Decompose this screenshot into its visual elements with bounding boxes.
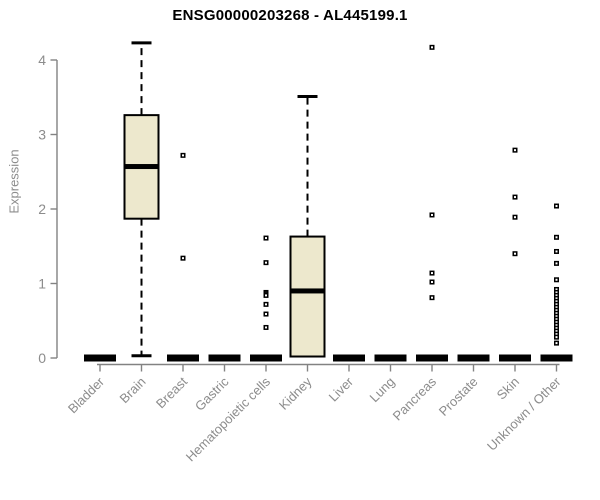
outlier-point-center-unknown-other — [555, 236, 558, 239]
outlier-point-center-pancreas — [431, 213, 433, 216]
outlier-point-center-hematopoietic-cells — [265, 303, 267, 306]
outlier-point-center-hematopoietic-cells — [265, 261, 267, 264]
x-tick-label-bladder: Bladder — [65, 374, 108, 417]
flat-box-bladder — [84, 354, 116, 362]
outlier-point-center-unknown-other — [555, 312, 558, 315]
x-tick-label-prostate: Prostate — [436, 374, 481, 419]
outlier-point-center-unknown-other — [555, 306, 558, 309]
outlier-point-center-skin — [514, 196, 516, 199]
outlier-point-center-pancreas — [431, 281, 433, 284]
median-kidney — [290, 288, 325, 294]
x-tick-label-kidney: Kidney — [276, 374, 315, 413]
outlier-point-center-unknown-other — [555, 250, 558, 253]
outlier-point-center-unknown-other — [555, 303, 558, 306]
x-tick-label-brain: Brain — [117, 374, 149, 406]
outlier-point-center-breast — [182, 154, 184, 157]
outlier-point-center-unknown-other — [555, 309, 558, 312]
x-tick-label-gastric: Gastric — [192, 374, 232, 414]
y-tick-label-1: 1 — [38, 275, 46, 291]
outlier-point-center-unknown-other — [555, 318, 558, 321]
flat-box-prostate — [457, 354, 490, 362]
x-tick-label-liver: Liver — [326, 374, 357, 405]
x-tick-label-lung: Lung — [367, 374, 398, 405]
outlier-point-center-skin — [514, 252, 516, 255]
flat-box-liver — [333, 354, 365, 362]
outlier-point-center-hematopoietic-cells — [265, 313, 267, 316]
outlier-point-center-hematopoietic-cells — [265, 326, 267, 329]
outlier-point-center-unknown-other — [555, 315, 558, 318]
y-tick-label-3: 3 — [38, 126, 46, 142]
outlier-point-center-unknown-other — [555, 342, 558, 345]
outlier-point-center-unknown-other — [555, 262, 558, 265]
flat-box-lung — [374, 354, 407, 362]
outlier-point-center-unknown-other — [555, 297, 558, 300]
outlier-point-center-skin — [514, 216, 516, 219]
outlier-point-center-unknown-other — [555, 300, 558, 303]
outlier-point-center-unknown-other — [555, 330, 558, 333]
outlier-point-center-skin — [514, 149, 516, 152]
outlier-point-center-unknown-other — [555, 336, 558, 339]
outlier-point-center-unknown-other — [555, 333, 558, 336]
flat-box-hematopoietic-cells — [250, 354, 282, 362]
flat-box-pancreas — [416, 354, 448, 362]
x-tick-label-skin: Skin — [494, 374, 522, 402]
outlier-point-center-unknown-other — [555, 324, 558, 327]
outlier-point-center-pancreas — [431, 272, 433, 275]
box-kidney — [289, 235, 326, 358]
flat-box-breast — [167, 354, 199, 362]
y-tick-label-0: 0 — [38, 350, 46, 366]
outlier-point-center-unknown-other — [555, 291, 558, 294]
x-tick-label-pancreas: Pancreas — [390, 374, 440, 424]
flat-box-gastric — [208, 354, 241, 362]
chart-title: ENSG00000203268 - AL445199.1 — [172, 7, 408, 24]
outlier-point-center-pancreas — [431, 46, 433, 49]
outlier-point-center-unknown-other — [555, 278, 558, 281]
outlier-point-center-pancreas — [431, 296, 433, 299]
y-tick-label-2: 2 — [38, 201, 46, 217]
outlier-point-center-unknown-other — [555, 288, 558, 291]
outlier-point-center-hematopoietic-cells — [265, 237, 267, 240]
outlier-point-center-unknown-other — [555, 294, 558, 297]
median-brain — [124, 164, 159, 170]
y-tick-label-4: 4 — [38, 52, 46, 68]
outlier-point-center-unknown-other — [555, 205, 558, 208]
outlier-point-center-hematopoietic-cells — [265, 294, 267, 297]
outlier-point-center-unknown-other — [555, 327, 558, 330]
outlier-point-center-breast — [182, 257, 184, 260]
x-tick-label-unknown-other: Unknown / Other — [484, 374, 564, 454]
outlier-point-center-unknown-other — [555, 321, 558, 324]
flat-box-unknown-other — [540, 354, 573, 362]
x-tick-label-breast: Breast — [153, 374, 190, 411]
flat-box-skin — [499, 354, 531, 362]
